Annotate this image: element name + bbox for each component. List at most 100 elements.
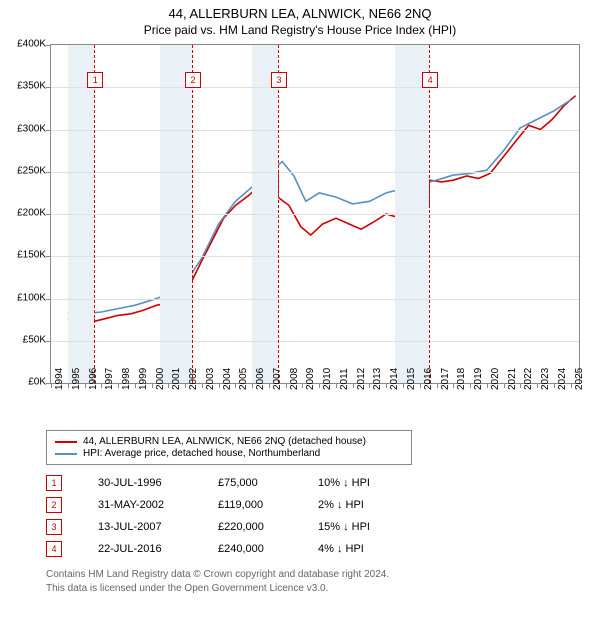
sale-price: £75,000 [218, 477, 318, 489]
x-axis-label: 2007 [272, 368, 283, 390]
x-axis-label: 2003 [205, 368, 216, 390]
sale-marker-icon: 4 [46, 541, 62, 557]
gridline [51, 130, 579, 131]
legend-swatch [55, 453, 77, 455]
x-axis-label: 2009 [305, 368, 316, 390]
y-axis-label: £300K [17, 123, 46, 134]
x-axis-label: 2015 [406, 368, 417, 390]
sale-hpi-delta: 15% ↓ HPI [318, 521, 418, 533]
gridline [51, 341, 579, 342]
x-tick [235, 383, 236, 388]
x-axis-label: 2018 [456, 368, 467, 390]
sale-date: 13-JUL-2007 [98, 521, 218, 533]
x-tick [85, 383, 86, 388]
x-tick [453, 383, 454, 388]
x-tick [135, 383, 136, 388]
table-row: 2 31-MAY-2002 £119,000 2% ↓ HPI [46, 494, 418, 516]
y-axis-label: £100K [17, 292, 46, 303]
sale-hpi-delta: 10% ↓ HPI [318, 477, 418, 489]
x-axis-label: 1994 [54, 368, 65, 390]
legend-item: HPI: Average price, detached house, Nort… [55, 448, 403, 459]
x-axis-label: 1995 [71, 368, 82, 390]
chart-titles: 44, ALLERBURN LEA, ALNWICK, NE66 2NQ Pri… [0, 0, 600, 37]
legend-item: 44, ALLERBURN LEA, ALNWICK, NE66 2NQ (de… [55, 436, 403, 447]
table-row: 4 22-JUL-2016 £240,000 4% ↓ HPI [46, 538, 418, 560]
x-axis-label: 2025 [574, 368, 585, 390]
y-axis-label: £50K [23, 334, 46, 345]
x-axis-label: 1998 [121, 368, 132, 390]
y-tick [46, 341, 51, 342]
x-tick [571, 383, 572, 388]
y-tick [46, 299, 51, 300]
y-tick [46, 87, 51, 88]
sale-marker-icon: 2 [185, 72, 201, 88]
sale-hpi-delta: 4% ↓ HPI [318, 543, 418, 555]
sale-marker-icon: 3 [271, 72, 287, 88]
chart-area: 1234 £0K£50K£100K£150K£200K£250K£300K£35… [10, 44, 590, 424]
x-tick [437, 383, 438, 388]
sale-date: 30-JUL-1996 [98, 477, 218, 489]
x-axis-label: 2005 [238, 368, 249, 390]
footer-line1: Contains HM Land Registry data © Crown c… [46, 568, 566, 582]
x-tick [403, 383, 404, 388]
x-axis-label: 2024 [557, 368, 568, 390]
sale-date: 31-MAY-2002 [98, 499, 218, 511]
legend-box: 44, ALLERBURN LEA, ALNWICK, NE66 2NQ (de… [46, 430, 412, 465]
x-axis-label: 2014 [389, 368, 400, 390]
x-tick [202, 383, 203, 388]
x-axis-label: 2019 [473, 368, 484, 390]
x-axis-label: 2016 [423, 368, 434, 390]
x-axis-label: 2012 [356, 368, 367, 390]
x-tick [152, 383, 153, 388]
gridline [51, 172, 579, 173]
sale-date-line [429, 45, 430, 383]
y-axis-label: £250K [17, 165, 46, 176]
x-tick [269, 383, 270, 388]
x-tick [353, 383, 354, 388]
x-tick [219, 383, 220, 388]
x-axis-label: 2008 [289, 368, 300, 390]
y-axis-label: £200K [17, 208, 46, 219]
sale-date-line [94, 45, 95, 383]
sale-price: £119,000 [218, 499, 318, 511]
x-axis-label: 2010 [322, 368, 333, 390]
y-tick [46, 45, 51, 46]
x-tick [554, 383, 555, 388]
sale-date: 22-JUL-2016 [98, 543, 218, 555]
x-axis-label: 2001 [171, 368, 182, 390]
x-tick [302, 383, 303, 388]
x-tick [51, 383, 52, 388]
plot-region: 1234 [50, 44, 580, 384]
x-tick [68, 383, 69, 388]
sale-date-line [192, 45, 193, 383]
x-tick [336, 383, 337, 388]
y-axis-label: £0K [28, 377, 46, 388]
y-axis-label: £150K [17, 250, 46, 261]
gridline [51, 214, 579, 215]
x-tick [185, 383, 186, 388]
x-tick [369, 383, 370, 388]
sale-date-line [278, 45, 279, 383]
x-axis-label: 2022 [523, 368, 534, 390]
x-axis-label: 2002 [188, 368, 199, 390]
sale-hpi-delta: 2% ↓ HPI [318, 499, 418, 511]
gridline [51, 299, 579, 300]
gridline [51, 256, 579, 257]
sale-marker-icon: 1 [46, 475, 62, 491]
legend-swatch [55, 441, 77, 443]
y-tick [46, 172, 51, 173]
series-hpi [68, 100, 571, 314]
y-axis-label: £350K [17, 81, 46, 92]
footer-attribution: Contains HM Land Registry data © Crown c… [46, 568, 566, 595]
x-tick [537, 383, 538, 388]
x-axis-label: 2006 [255, 368, 266, 390]
x-tick [286, 383, 287, 388]
x-tick [168, 383, 169, 388]
sales-table: 1 30-JUL-1996 £75,000 10% ↓ HPI 2 31-MAY… [46, 472, 418, 560]
y-tick [46, 130, 51, 131]
chart-page: 44, ALLERBURN LEA, ALNWICK, NE66 2NQ Pri… [0, 0, 600, 620]
chart-subtitle: Price paid vs. HM Land Registry's House … [0, 23, 600, 37]
x-tick [101, 383, 102, 388]
x-tick [520, 383, 521, 388]
x-tick [252, 383, 253, 388]
